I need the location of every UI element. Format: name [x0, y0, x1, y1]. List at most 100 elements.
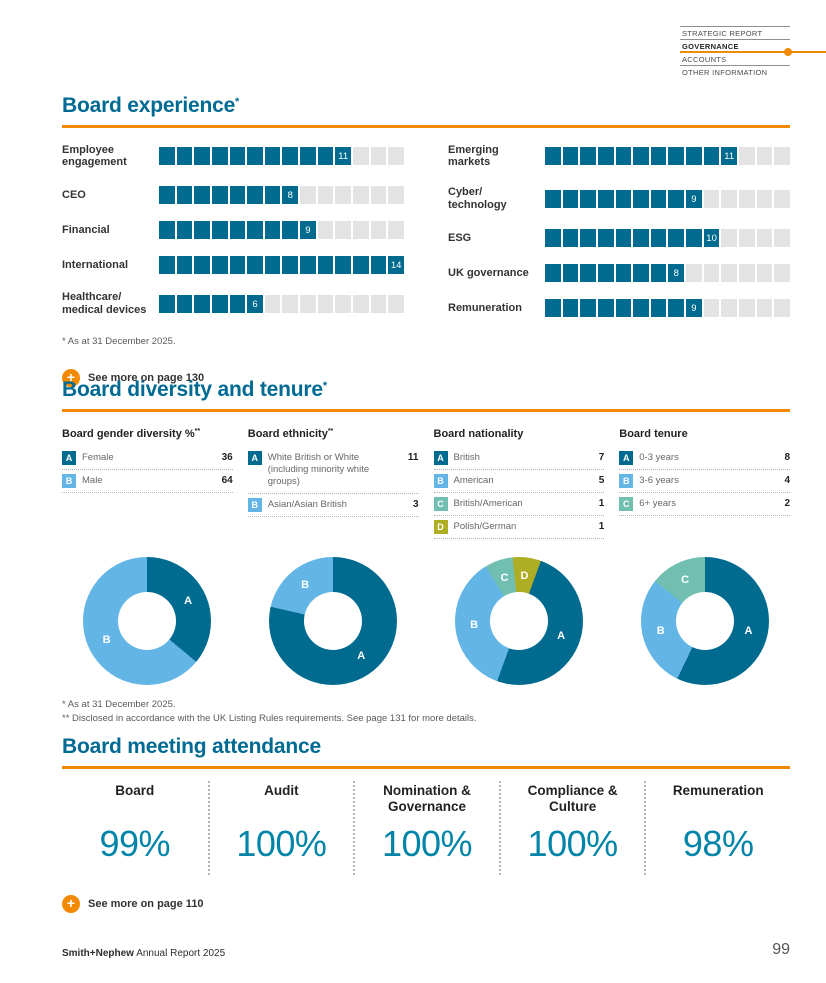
chart-legend: A British 7 B American 5 C British/American 1 D Po… [433, 447, 605, 549]
bar-label: CEO [62, 188, 86, 201]
legend-key: D [433, 519, 448, 534]
bar-cell [721, 264, 738, 283]
plus-circle-icon: + [62, 894, 80, 913]
attendance-column: Compliance & Culture 100% [498, 780, 645, 875]
legend-row: B Asian/Asian British 3 [247, 494, 419, 517]
legend-key: B [433, 473, 448, 488]
attendance-label: Board [115, 782, 155, 798]
nav-item-strategic-report[interactable]: STRATEGIC REPORT [680, 26, 790, 39]
bar-cell [597, 299, 614, 318]
bar-cell [650, 147, 667, 166]
bar-cell [229, 186, 246, 205]
bar-cell: 14 [388, 256, 404, 275]
nav-accent-line [680, 51, 826, 53]
bar-cell: 11 [721, 147, 738, 166]
donut-segment-label: A [744, 624, 753, 637]
bar-cell [317, 221, 334, 240]
bar-cell [247, 147, 263, 166]
orange-rule [62, 125, 790, 128]
attendance-columns: Board 99% Audit 100% Nomination & Governance… [62, 780, 790, 875]
bar-cell [545, 229, 561, 248]
bar-cell [756, 264, 773, 283]
bar-cell [615, 190, 632, 209]
bar-cell [633, 299, 649, 318]
bar-cell [264, 221, 281, 240]
diversity-footnote-1: * As at 31 December 2025. [62, 698, 176, 710]
bar-label: Remuneration [448, 301, 522, 314]
donut-segment-label: A [557, 629, 566, 642]
bar-cell [739, 264, 755, 283]
diversity-footnote-2: ** Disclosed in accordance with the UK L… [62, 713, 477, 725]
bar-cell [597, 147, 614, 166]
nav-item-governance[interactable]: GOVERNANCE [680, 39, 790, 52]
legend-value: 36 [221, 451, 233, 463]
bar-cell [721, 229, 738, 248]
bar: 10 [545, 229, 790, 248]
bar: 11 [545, 147, 790, 166]
bar-cell: 9 [300, 221, 316, 240]
bar-cell [194, 256, 210, 275]
see-more-label: See more on page 130 [88, 372, 205, 385]
bar-cell [300, 256, 316, 275]
donut-hole [118, 591, 177, 650]
diversity-charts: Board gender diversity %** A Female 36 B Male… [62, 428, 790, 685]
donut-segment-label: C [681, 573, 690, 586]
legend-value: 64 [221, 474, 233, 486]
legend-row: A Female 36 [62, 447, 233, 470]
bar-cell [562, 190, 579, 209]
legend-value: 1 [598, 520, 605, 532]
legend-value: 7 [598, 451, 605, 463]
bar-cell [353, 186, 369, 205]
bar-cell [774, 147, 790, 166]
legend-value: 8 [784, 451, 790, 463]
attendance-column: Remuneration 98% [644, 780, 790, 875]
nav-item-accounts[interactable]: ACCOUNTS [680, 52, 790, 65]
experience-bar-row: Cyber/ technology 9 [448, 186, 790, 212]
legend-value: 4 [784, 474, 790, 486]
nav-item-other-information[interactable]: OTHER INFORMATION [680, 65, 790, 78]
bar-cell [774, 299, 790, 318]
bar-cell [562, 229, 579, 248]
bar-cell [686, 264, 702, 283]
bar-cell [282, 256, 299, 275]
legend-label: Male [82, 474, 103, 486]
bar-cell [159, 147, 175, 166]
see-more-page-130-link[interactable]: + See more on page 130 [62, 369, 790, 388]
experience-bars-left: Employee engagement 11 CEO 8 Financial 9 Inter… [62, 144, 404, 335]
bar-label: Cyber/ technology [448, 186, 507, 212]
bar-cell [176, 221, 193, 240]
legend-row: A British 7 [433, 447, 605, 470]
bar-cell [176, 295, 193, 314]
attendance-value: 100% [236, 822, 327, 864]
legend-label: Female [82, 451, 114, 463]
legend-label: Asian/Asian British [267, 498, 347, 510]
bar-cell [300, 295, 316, 314]
bar-cell [370, 186, 387, 205]
bar-cell [353, 221, 369, 240]
bar-cell [615, 147, 632, 166]
experience-bars: Employee engagement 11 CEO 8 Financial 9 Inter… [62, 144, 790, 335]
bar-cell [247, 221, 263, 240]
bar-cell [597, 264, 614, 283]
bar-cell [739, 190, 755, 209]
legend-row: B American 5 [433, 470, 605, 493]
chart-title: Board gender diversity %** [62, 427, 201, 440]
attendance-column: Nomination & Governance 100% [353, 780, 499, 875]
experience-bar-row: Remuneration 9 [448, 299, 790, 318]
bar: 8 [159, 186, 404, 205]
legend-value: 2 [784, 497, 790, 509]
bar: 8 [545, 264, 790, 283]
donut-hole [489, 591, 548, 650]
bar-cell [756, 190, 773, 209]
bar-cell [545, 147, 561, 166]
bar-cell [774, 264, 790, 283]
bar-cell [176, 147, 193, 166]
legend-row: A White British or White (including minor… [247, 447, 419, 494]
legend-value: 11 [407, 451, 419, 463]
bar-cell [388, 221, 404, 240]
see-more-page-110-link[interactable]: + See more on page 110 [62, 894, 790, 913]
bar: 9 [545, 299, 790, 318]
bar-cell [756, 147, 773, 166]
donut-segment-label: B [470, 618, 479, 631]
